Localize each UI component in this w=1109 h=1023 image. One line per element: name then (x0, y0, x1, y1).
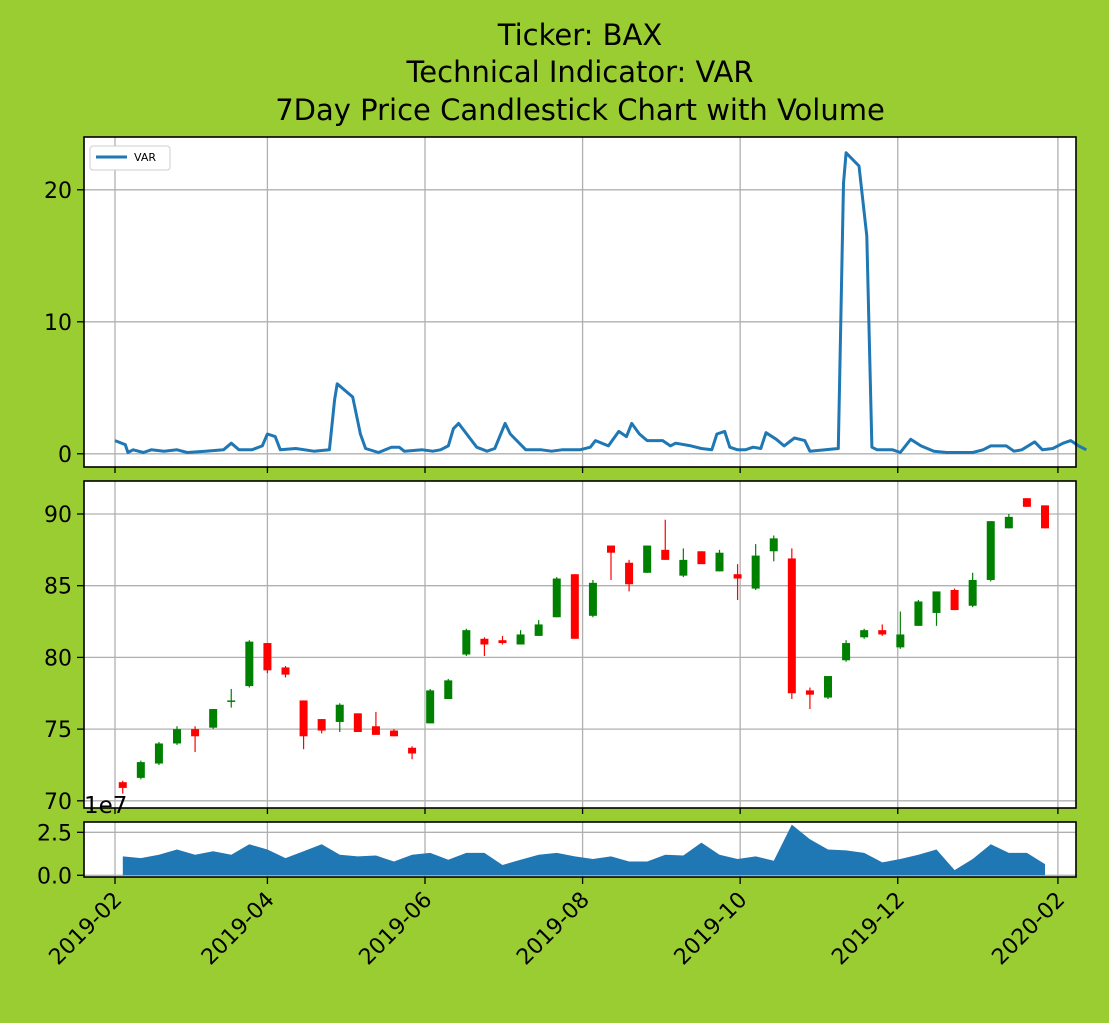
candle-body-24 (552, 578, 561, 618)
price-plot-area (84, 481, 1076, 808)
candle-body-22 (516, 634, 525, 645)
x-tick-label-4: 2019-10 (670, 888, 753, 971)
price-border (83, 480, 1077, 809)
chart-title-line-3: 7Day Price Candlestick Chart with Volume (275, 93, 885, 127)
candle-body-26 (588, 582, 597, 616)
price-ytick-label-2: 80 (44, 646, 72, 671)
chart-title-line-1: Ticker: BAX (497, 18, 662, 52)
indicator-border (83, 136, 1077, 468)
volume-panel: 0.0 2.5 (37, 821, 1077, 889)
candle-body-47 (968, 579, 977, 606)
x-tick-label-5: 2019-12 (827, 888, 910, 971)
candle-body-48 (986, 521, 995, 580)
indicator-ytick-label-0: 0 (58, 443, 72, 468)
candle-body-37 (787, 558, 796, 694)
candle-body-11 (317, 719, 326, 731)
candle-body-51 (1041, 505, 1049, 529)
candle-body-28 (625, 562, 634, 585)
indicator-ytick-label-1: 10 (44, 311, 72, 336)
indicator-plot-area (84, 137, 1076, 467)
candle-body-49 (1004, 516, 1013, 529)
candle-body-19 (462, 630, 471, 655)
price-panel: 70 75 80 85 90 (44, 480, 1077, 815)
legend-box (89, 145, 171, 171)
candle-body-8 (263, 643, 272, 671)
candle-body-25 (570, 574, 579, 639)
candle-body-15 (390, 730, 398, 737)
price-ytick-label-0: 70 (44, 790, 72, 815)
candle-body-38 (805, 690, 814, 695)
candle-body-29 (643, 545, 652, 573)
x-tick-label-1: 2019-04 (197, 888, 280, 971)
candle-body-13 (353, 713, 362, 732)
candle-body-16 (408, 747, 417, 754)
indicator-ytick-label-2: 20 (44, 179, 72, 204)
candle-body-12 (335, 704, 344, 722)
legend: VAR (89, 145, 171, 171)
candle-body-32 (697, 551, 706, 565)
candle-body-39 (824, 676, 832, 698)
chart-title-line-2: Technical Indicator: VAR (406, 55, 754, 89)
indicator-panel: 0 10 20 (44, 136, 1087, 468)
candle-body-40 (842, 643, 851, 661)
candle-body-10 (299, 700, 308, 737)
candle-body-44 (914, 601, 923, 626)
candle-body-2 (154, 743, 163, 764)
price-ytick-label-4: 90 (44, 503, 72, 528)
candle-body-23 (534, 624, 543, 636)
candle-body-18 (444, 680, 453, 699)
x-tick-label-6: 2020-02 (987, 888, 1070, 971)
x-tick-label-0: 2019-02 (45, 888, 128, 971)
volume-ytick-label-1: 2.5 (37, 821, 72, 846)
candle-body-31 (679, 559, 688, 576)
candle-body-34 (733, 574, 742, 579)
candle-body-20 (480, 638, 489, 645)
candle-body-50 (1022, 498, 1031, 507)
x-tick-label-3: 2019-08 (512, 888, 595, 971)
candle-body-0 (118, 782, 127, 788)
candle-body-17 (426, 690, 435, 724)
candle-body-30 (661, 549, 670, 560)
candle-body-1 (136, 762, 145, 778)
candle-body-5 (209, 709, 218, 728)
var-series-line (114, 151, 1087, 454)
candle-body-42 (878, 630, 887, 635)
candle-body-36 (769, 538, 778, 552)
volume-ytick-label-0: 0.0 (37, 864, 72, 889)
candle-body-46 (950, 590, 959, 611)
candle-body-6 (227, 700, 236, 702)
price-ytick-label-3: 85 (44, 575, 72, 600)
candle-body-9 (281, 667, 290, 675)
candle-body-3 (173, 729, 181, 744)
candle-body-35 (751, 555, 760, 589)
candle-body-7 (245, 641, 254, 687)
candle-body-43 (896, 634, 905, 648)
legend-label: VAR (134, 151, 156, 164)
volume-offset-label: 1e7 (84, 793, 127, 819)
volume-area (122, 824, 1046, 876)
candle-body-33 (715, 552, 724, 572)
candle-body-27 (607, 545, 615, 553)
candle-body-4 (191, 729, 200, 737)
candle-body-41 (860, 630, 869, 638)
price-ytick-label-1: 75 (44, 718, 72, 743)
volume-border (83, 821, 1077, 878)
candle-body-21 (498, 640, 507, 644)
candle-body-45 (932, 591, 941, 613)
x-tick-label-2: 2019-06 (355, 888, 438, 971)
candle-body-14 (371, 726, 380, 735)
